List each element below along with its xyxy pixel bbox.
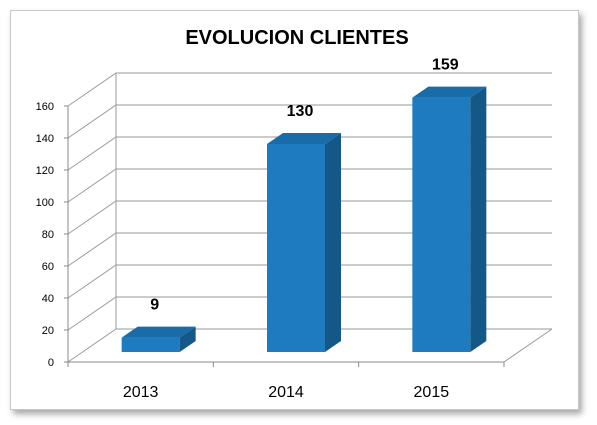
y-tick-label: 100 bbox=[36, 197, 54, 209]
bar-2014 bbox=[267, 133, 341, 352]
data-labels: 9 130 159 bbox=[150, 57, 459, 314]
bar-side bbox=[470, 86, 487, 352]
x-tick-labels: 2013 2014 2015 bbox=[123, 384, 449, 401]
bars bbox=[121, 86, 487, 352]
bar-front bbox=[412, 97, 471, 352]
y-tick-label: 0 bbox=[48, 357, 54, 369]
axes bbox=[64, 73, 553, 367]
y-tick-label: 40 bbox=[42, 293, 54, 305]
y-tick-label: 60 bbox=[42, 261, 54, 273]
bar-front bbox=[267, 144, 325, 352]
data-label: 9 bbox=[150, 297, 159, 314]
y-tick-label: 80 bbox=[42, 229, 54, 241]
y-tick-label: 120 bbox=[36, 165, 54, 177]
bar-front bbox=[121, 337, 180, 352]
y-tick-label: 20 bbox=[42, 325, 54, 337]
bar-side bbox=[179, 326, 196, 352]
y-tick-label: 140 bbox=[36, 133, 54, 145]
floor-right-edge bbox=[503, 328, 553, 363]
x-tick-label: 2013 bbox=[123, 384, 159, 401]
chart-title: EVOLUCION CLIENTES bbox=[185, 27, 408, 49]
x-tick-label: 2015 bbox=[414, 384, 450, 401]
x-tick-label: 2014 bbox=[268, 384, 304, 401]
data-label: 130 bbox=[287, 103, 314, 120]
bar-top bbox=[121, 326, 196, 338]
bar-top bbox=[412, 86, 487, 98]
bar-2015 bbox=[412, 86, 487, 352]
bar-2013 bbox=[121, 326, 196, 352]
data-label: 159 bbox=[432, 57, 459, 74]
y-tick-labels: 0 20 40 60 80 100 120 140 160 bbox=[36, 101, 54, 369]
y-tick-label: 160 bbox=[36, 101, 54, 113]
bar-top bbox=[267, 133, 341, 144]
bar-side bbox=[325, 133, 341, 352]
